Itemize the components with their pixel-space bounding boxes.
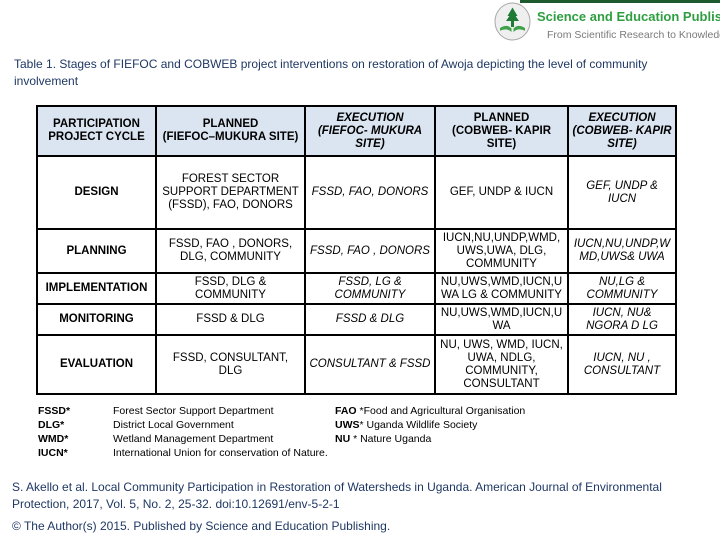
- table-header-row: PARTICIPATION PROJECT CYCLE PLANNED (FIE…: [36, 105, 677, 157]
- stage-cell: PLANNING: [36, 228, 157, 274]
- citation-reference: S. Akello et al. Local Community Partici…: [12, 480, 662, 511]
- header-execution-fiefoc: EXECUTION (FIEFOC- MUKURA SITE): [304, 105, 436, 157]
- footnote-desc: International Union for conservation of …: [113, 447, 328, 459]
- execution-cobweb-cell: GEF, UNDP & IUCN: [567, 155, 677, 230]
- execution-fiefoc-cell: FSSD & DLG: [304, 303, 436, 336]
- table-row-planning: PLANNING FSSD, FAO , DONORS, DLG, COMMUN…: [36, 228, 677, 274]
- planned-fiefoc-cell: FOREST SECTOR SUPPORT DEPARTMENT (FSSD),…: [155, 155, 306, 230]
- stage-cell: MONITORING: [36, 303, 157, 336]
- table-row-evaluation: EVALUATION FSSD, CONSULTANT, DLG CONSULT…: [36, 334, 677, 395]
- stage-cell: EVALUATION: [36, 334, 157, 395]
- footnote-abbr: UWS: [335, 419, 360, 431]
- planned-cobweb-cell: NU,UWS,WMD,IUCN,UWA: [434, 303, 569, 336]
- header-line: (COBWEB- KAPIR SITE): [451, 124, 552, 150]
- table-caption: Table 1. Stages of FIEFOC and COBWEB pro…: [14, 57, 648, 88]
- header-line: (FIEFOC- MUKURA SITE): [317, 124, 423, 150]
- planned-fiefoc-cell: FSSD, DLG & COMMUNITY: [155, 272, 306, 305]
- publisher-tagline: From Scientific Research to Knowledge: [547, 29, 720, 41]
- header-line: PARTICIPATION: [53, 118, 140, 130]
- publisher-logo: Science and Education Publishing From Sc…: [494, 2, 720, 46]
- header-execution-cobweb: EXECUTION (COBWEB- KAPIR SITE): [567, 105, 677, 157]
- header-line: PROJECT CYCLE: [48, 131, 145, 143]
- footnote-desc: *Food and Agricultural Organisation: [356, 405, 526, 417]
- header-participation-project-cycle: PARTICIPATION PROJECT CYCLE: [36, 105, 157, 157]
- brand-top-bar: [520, 0, 720, 3]
- execution-fiefoc-cell: FSSD, FAO , DONORS: [304, 228, 436, 274]
- planned-fiefoc-cell: FSSD, CONSULTANT, DLG: [155, 334, 306, 395]
- footnote-abbr: IUCN*: [38, 447, 68, 459]
- footnote-right: NU * Nature Uganda: [335, 432, 698, 446]
- planned-cobweb-cell: IUCN,NU,UNDP,WMD, UWS,UWA, DLG, COMMUNIT…: [434, 228, 569, 274]
- header-line: (COBWEB- KAPIR SITE): [572, 124, 672, 150]
- header-planned-cobweb: PLANNED (COBWEB- KAPIR SITE): [434, 105, 569, 157]
- footnote-desc: * Uganda Wildlife Society: [359, 419, 478, 431]
- header-line: EXECUTION: [336, 111, 404, 124]
- execution-fiefoc-cell: CONSULTANT & FSSD: [304, 334, 436, 395]
- footnote-desc: Forest Sector Support Department: [113, 405, 274, 417]
- table-row-design: DESIGN FOREST SECTOR SUPPORT DEPARTMENT …: [36, 155, 677, 230]
- publisher-logo-text: Science and Education Publishing From Sc…: [537, 2, 720, 41]
- footnote-abbr: FSSD*: [38, 405, 71, 417]
- publisher-tree-book-icon: [494, 2, 531, 46]
- planned-cobweb-cell: NU,UWS,WMD,IUCN,UWA LG & COMMUNITY: [434, 272, 569, 305]
- footnote-abbr: WMD*: [38, 433, 69, 445]
- footnote-desc: * Nature Uganda: [350, 433, 432, 445]
- header-line: (FIEFOC–MUKURA SITE): [162, 131, 299, 143]
- header-line: EXECUTION: [588, 111, 656, 124]
- footnote-abbr: NU: [335, 433, 351, 445]
- header-line: PLANNED: [473, 111, 530, 124]
- planned-fiefoc-cell: FSSD & DLG: [155, 303, 306, 336]
- footnotes: FSSD* Forest Sector Support Department F…: [38, 404, 698, 460]
- footnote-right-empty: [335, 446, 698, 460]
- footnote-abbr: DLG*: [38, 419, 65, 431]
- copyright-notice: © The Author(s) 2015. Published by Scien…: [12, 519, 391, 533]
- planned-cobweb-cell: GEF, UNDP & IUCN: [434, 155, 569, 230]
- stage-cell: DESIGN: [36, 155, 157, 230]
- execution-cobweb-cell: NU,LG & COMMUNITY: [567, 272, 677, 305]
- header-line: PLANNED: [202, 118, 259, 130]
- execution-cobweb-cell: IUCN, NU , CONSULTANT: [567, 334, 677, 395]
- execution-cobweb-cell: IUCN, NU& NGORA D LG: [567, 303, 677, 336]
- header-planned-fiefoc: PLANNED (FIEFOC–MUKURA SITE): [155, 105, 306, 157]
- execution-fiefoc-cell: FSSD, LG & COMMUNITY: [304, 272, 436, 305]
- planned-cobweb-cell: NU, UWS, WMD, IUCN, UWA, NDLG, COMMUNITY…: [434, 334, 569, 395]
- footnote-desc: Wetland Management Department: [113, 433, 274, 445]
- table-row-monitoring: MONITORING FSSD & DLG FSSD & DLG NU,UWS,…: [36, 303, 677, 336]
- stage-cell: IMPLEMENTATION: [36, 272, 157, 305]
- footnote-desc: District Local Government: [113, 419, 234, 431]
- table-row-implementation: IMPLEMENTATION FSSD, DLG & COMMUNITY FSS…: [36, 272, 677, 305]
- planned-fiefoc-cell: FSSD, FAO , DONORS, DLG, COMMUNITY: [155, 228, 306, 274]
- participation-table: PARTICIPATION PROJECT CYCLE PLANNED (FIE…: [36, 105, 677, 395]
- execution-fiefoc-cell: FSSD, FAO, DONORS: [304, 155, 436, 230]
- publisher-name: Science and Education Publishing: [537, 9, 720, 24]
- execution-cobweb-cell: IUCN,NU,UNDP,WMD,UWS& UWA: [567, 228, 677, 274]
- footnote-abbr: FAO: [335, 405, 357, 417]
- footnote-right: FAO *Food and Agricultural Organisation: [335, 404, 698, 418]
- footnote-right: UWS* Uganda Wildlife Society: [335, 418, 698, 432]
